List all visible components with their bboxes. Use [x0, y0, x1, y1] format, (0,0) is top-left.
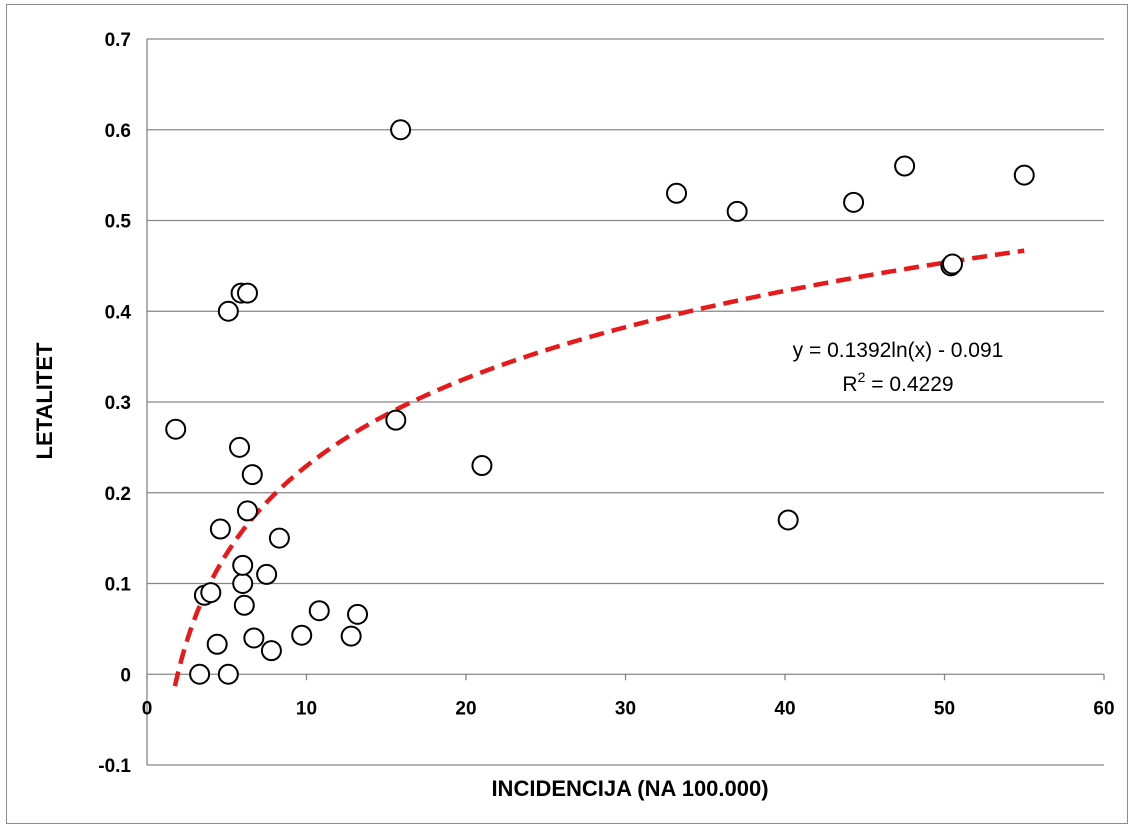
x-tick-label: 50 — [934, 698, 955, 719]
data-point — [390, 119, 412, 141]
data-point — [241, 464, 263, 486]
gridlines — [147, 38, 1104, 766]
trendline-group — [172, 248, 1025, 687]
data-point — [291, 624, 313, 646]
data-point — [385, 409, 407, 431]
data-point — [256, 563, 278, 585]
y-tick-label: 0.5 — [105, 212, 132, 233]
data-point — [189, 663, 211, 685]
data-point — [243, 627, 265, 649]
tick-labels: -0.1 0 0.1 0.2 0.3 0.4 0.5 0.6 0.7 0 10 20 30 40 50 60 — [98, 30, 1114, 777]
y-tick-label: 0 — [120, 665, 131, 686]
x-tick-label: 40 — [774, 698, 795, 719]
data-point — [666, 182, 688, 204]
data-point — [1013, 164, 1035, 186]
data-point — [165, 418, 187, 440]
y-tick-label: -0.1 — [98, 756, 131, 777]
data-point — [217, 663, 239, 685]
y-axis-title: LETALITET — [32, 342, 57, 459]
x-tick-label: 10 — [296, 698, 317, 719]
data-point — [471, 455, 493, 477]
x-axis-title: INCIDENCIJA (NA 100.000) — [491, 776, 768, 801]
data-point — [260, 640, 282, 662]
y-tick-label: 0.3 — [105, 393, 131, 414]
equation-label: y = 0.1392ln(x) - 0.091 — [793, 339, 1004, 362]
data-point — [236, 500, 258, 522]
data-point — [209, 518, 231, 540]
data-point — [941, 253, 963, 275]
data-point — [229, 436, 251, 458]
y-tick-label: 0.2 — [105, 484, 131, 505]
x-tick-label: 0 — [142, 698, 153, 719]
axes — [146, 39, 1105, 765]
data-point — [894, 155, 916, 177]
chart-frame: -0.1 0 0.1 0.2 0.3 0.4 0.5 0.6 0.7 0 10 20 30 40 50 60 … — [6, 4, 1128, 824]
x-tick-label: 60 — [1093, 698, 1114, 719]
y-tick-label: 0.1 — [105, 575, 132, 596]
trendline-equation: y = 0.1392ln(x) - 0.091 R2 = 0.4229 — [793, 339, 1004, 396]
data-point — [200, 582, 222, 604]
data-point — [340, 625, 362, 647]
data-point — [236, 282, 258, 304]
x-tick-label: 30 — [615, 698, 636, 719]
data-point — [777, 509, 799, 531]
data-point — [843, 191, 865, 213]
scatter-chart: -0.100.10.20.30.40.50.60.70 10 20 30 40 50 60 … — [32, 30, 1115, 801]
data-point — [217, 300, 239, 322]
data-point — [232, 554, 254, 576]
data-point — [232, 573, 254, 594]
y-tick-label: 0.4 — [105, 302, 132, 323]
x-tick-label: 20 — [455, 698, 476, 719]
y-tick-label: 0.6 — [105, 121, 131, 142]
r-squared-label: R2 = 0.4229 — [842, 369, 953, 396]
trendline — [172, 248, 1025, 687]
data-point — [726, 200, 748, 222]
data-point — [233, 594, 255, 616]
data-point — [206, 633, 228, 655]
data-points — [165, 119, 1035, 685]
data-point — [347, 603, 369, 625]
data-point — [308, 600, 330, 622]
y-tick-label: 0.7 — [105, 30, 131, 51]
data-point — [268, 527, 290, 549]
